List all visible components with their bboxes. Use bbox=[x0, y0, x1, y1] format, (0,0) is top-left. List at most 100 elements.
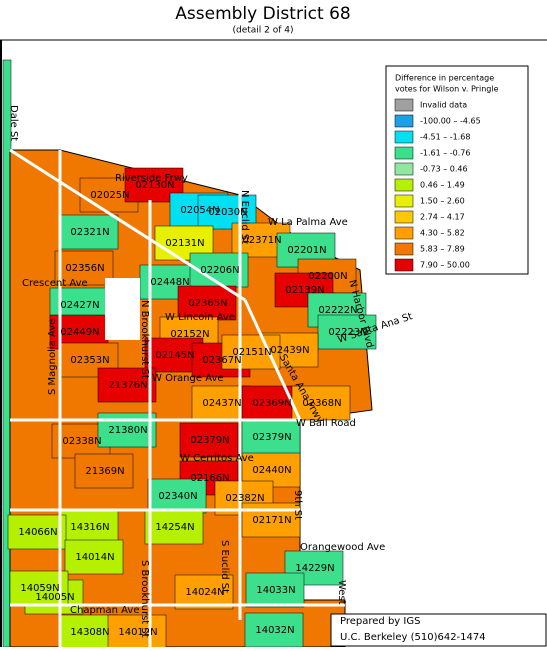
precinct-label: 02448N bbox=[150, 277, 189, 288]
street-label: W Orange Ave bbox=[152, 373, 224, 384]
legend: Difference in percentage votes for Wilso… bbox=[385, 65, 529, 275]
street-label: S Brookhurst St bbox=[139, 560, 150, 638]
precinct-area bbox=[291, 385, 351, 421]
street-label: S Magnolia Ave bbox=[47, 319, 58, 395]
precinct-label: 02171N bbox=[252, 515, 291, 526]
blank-area bbox=[105, 278, 140, 340]
precinct-label: 14059N bbox=[20, 583, 59, 594]
street-label: Orangewood Ave bbox=[300, 542, 385, 553]
legend-label: 0.46 – 1.49 bbox=[420, 181, 465, 190]
precinct-label: 02223N bbox=[328, 327, 367, 338]
legend-swatch bbox=[394, 146, 414, 160]
legend-swatch bbox=[394, 178, 414, 192]
precinct-label: 02131N bbox=[165, 238, 204, 249]
precinct-label: 14024N bbox=[185, 587, 224, 598]
legend-swatch bbox=[394, 194, 414, 208]
precinct-label: 02200N bbox=[308, 271, 347, 282]
precinct-label: 14032N bbox=[255, 625, 294, 636]
precinct-label: 02379N bbox=[190, 435, 229, 446]
precinct-label: 02152N bbox=[170, 329, 209, 340]
precinct-label: 02356N bbox=[65, 263, 104, 274]
subtitle: (detail 2 of 4) bbox=[232, 26, 293, 36]
street-label: Chapman Ave bbox=[70, 605, 140, 616]
footer-text: U.C. Berkeley (510)642-1474 bbox=[340, 632, 486, 643]
precinct-label: 02166N bbox=[190, 473, 229, 484]
precinct-label: 14033N bbox=[256, 585, 295, 596]
legend-label: 5.83 – 7.89 bbox=[420, 245, 465, 254]
precinct-area bbox=[177, 285, 237, 321]
precinct-label: 21369N bbox=[85, 466, 124, 477]
precinct-label: 14014N bbox=[75, 552, 114, 563]
legend-label: -1.61 – -0.76 bbox=[420, 149, 470, 158]
street-label: S Euclid St bbox=[219, 540, 230, 593]
legend-label: -0.73 – 0.46 bbox=[420, 165, 468, 174]
precinct-area bbox=[317, 314, 377, 350]
precinct-label: 02353N bbox=[70, 355, 109, 366]
precinct-area bbox=[64, 539, 124, 575]
precinct-label: 02382N bbox=[225, 493, 264, 504]
footer-text: Prepared by IGS bbox=[340, 616, 420, 627]
precinct-label: 02439N bbox=[270, 345, 309, 356]
legend-label: Invalid data bbox=[420, 101, 467, 110]
legend-swatch bbox=[394, 242, 414, 256]
precinct-label: 02321N bbox=[70, 227, 109, 238]
precinct-area bbox=[244, 612, 304, 648]
precinct-label: 02222N bbox=[318, 305, 357, 316]
precinct-label: 02368N bbox=[302, 398, 341, 409]
street-label: W Ball Road bbox=[296, 418, 356, 429]
precinct-area bbox=[59, 214, 119, 250]
precinct-label: 02340N bbox=[158, 491, 197, 502]
precinct-label: 21380N bbox=[108, 425, 147, 436]
legend-label: 1.50 – 2.60 bbox=[420, 197, 465, 206]
street-label: Crescent Ave bbox=[22, 278, 88, 289]
street-label: W Cerritos Ave bbox=[180, 453, 254, 464]
legend-title: Difference in percentage bbox=[395, 74, 494, 83]
street-label: West bbox=[336, 580, 347, 605]
legend-swatch bbox=[394, 258, 414, 272]
precinct-label: 02367N bbox=[202, 355, 241, 366]
precinct-area bbox=[179, 422, 239, 458]
precinct-label: 14066N bbox=[18, 527, 57, 538]
precinct-label: 14308N bbox=[70, 627, 109, 638]
precinct-area bbox=[241, 385, 301, 421]
precinct-label: 02369N bbox=[252, 398, 291, 409]
title: Assembly District 68 bbox=[175, 4, 350, 24]
precinct-area bbox=[174, 574, 234, 610]
precinct-label: 14005N bbox=[35, 592, 74, 603]
precinct-label: 21376N bbox=[108, 380, 147, 391]
precinct-label: 02054N bbox=[180, 205, 219, 216]
street-label: Riverside Frwy bbox=[115, 173, 188, 184]
freeway bbox=[9, 148, 246, 302]
precinct-label: 02449N bbox=[60, 327, 99, 338]
precinct-label: 14012N bbox=[118, 627, 157, 638]
legend-swatch bbox=[394, 226, 414, 240]
precinct-label: 02379N bbox=[252, 432, 291, 443]
precinct-label: 02139N bbox=[285, 285, 324, 296]
legend-swatch bbox=[394, 210, 414, 224]
precinct-label: 02437N bbox=[202, 398, 241, 409]
legend-label: 2.74 – 4.17 bbox=[420, 213, 465, 222]
precinct-area bbox=[97, 367, 157, 403]
precinct-blocks bbox=[7, 167, 377, 650]
precinct-label: 14254N bbox=[155, 522, 194, 533]
footer: Prepared by IGS U.C. Berkeley (510)642-1… bbox=[330, 613, 547, 647]
street-label: 9th St bbox=[292, 490, 303, 520]
precinct-label: 02025N bbox=[90, 190, 129, 201]
precinct-area bbox=[107, 614, 167, 650]
precinct-label: 14229N bbox=[295, 563, 334, 574]
legend-label: 4.30 – 5.82 bbox=[420, 229, 465, 238]
footer-box bbox=[330, 613, 547, 647]
precinct-area bbox=[147, 478, 207, 514]
precinct-label: 02201N bbox=[287, 245, 326, 256]
precinct-label: 02338N bbox=[62, 436, 101, 447]
street-label: W La Palma Ave bbox=[268, 217, 348, 228]
precinct-label: 02371N bbox=[242, 235, 281, 246]
legend-swatch bbox=[394, 114, 414, 128]
precinct-label: 02130N bbox=[135, 180, 174, 191]
precinct-label: 02151N bbox=[232, 347, 271, 358]
precinct-label: 02440N bbox=[252, 465, 291, 476]
street-label: Dale St bbox=[8, 105, 19, 141]
freeway bbox=[243, 299, 302, 421]
